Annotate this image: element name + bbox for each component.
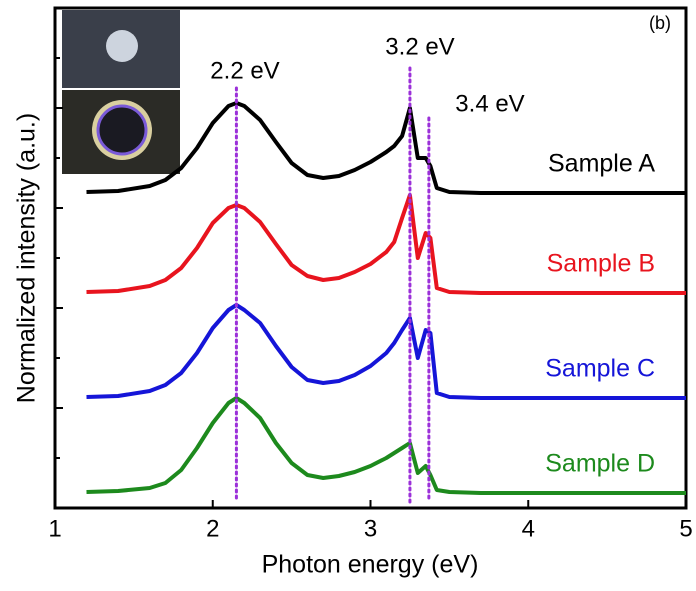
x-tick-label: 3 — [364, 515, 377, 542]
x-tick-label: 2 — [206, 515, 219, 542]
series-label: Sample C — [545, 355, 655, 383]
spectrum-line — [86, 193, 686, 295]
spectrum-line — [86, 396, 686, 495]
series-label: Sample A — [548, 150, 655, 178]
x-tick-label: 5 — [679, 515, 692, 542]
peak-label: 3.4 eV — [455, 90, 524, 117]
inset-disc — [96, 104, 148, 156]
series-label: Sample B — [547, 250, 655, 278]
panel-label: (b) — [649, 13, 671, 33]
peak-label: 2.2 eV — [210, 57, 279, 84]
spectrum-line — [86, 303, 686, 400]
peak-label: 3.2 eV — [385, 33, 454, 60]
spectrum-line — [86, 101, 686, 195]
series-label: Sample D — [545, 450, 655, 478]
x-axis-title: Photon energy (eV) — [262, 551, 479, 579]
x-tick-label: 1 — [48, 515, 61, 542]
inset-glow — [106, 30, 138, 62]
x-tick-label: 4 — [522, 515, 535, 542]
y-axis-title: Normalized intensity (a.u.) — [13, 113, 41, 403]
inset-photos — [62, 10, 180, 174]
